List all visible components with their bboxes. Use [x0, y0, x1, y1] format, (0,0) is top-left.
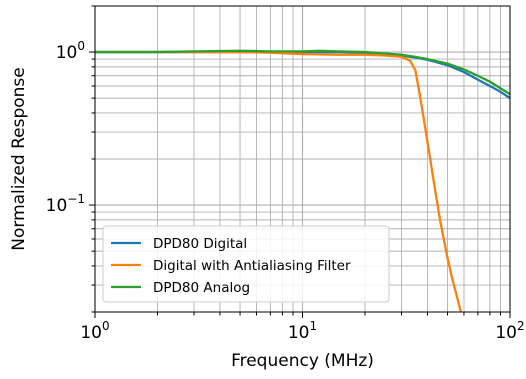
y-axis-label: Normalized Response	[9, 67, 29, 250]
series-layer	[95, 49, 510, 312]
legend-label: Digital with Antialiasing Filter	[153, 258, 351, 274]
y-tick-label: 100	[56, 39, 85, 63]
ticks-layer	[89, 5, 511, 318]
series-line-1	[95, 50, 463, 312]
x-tick-label: 100	[80, 319, 109, 343]
x-tick-label: 102	[495, 319, 524, 343]
x-axis-label: Frequency (MHz)	[231, 351, 374, 371]
x-tick-label: 101	[288, 319, 317, 343]
series-line-2	[95, 49, 510, 96]
y-tick-label: 10−1	[46, 192, 85, 216]
legend: DPD80 Digital Digital with Antialiasing F…	[102, 225, 390, 303]
legend-label: DPD80 Digital	[153, 236, 247, 252]
legend-box	[102, 225, 390, 303]
legend-label: DPD80 Analog	[153, 280, 250, 296]
tick-labels: 100 101 102 10−1 100	[46, 39, 525, 343]
